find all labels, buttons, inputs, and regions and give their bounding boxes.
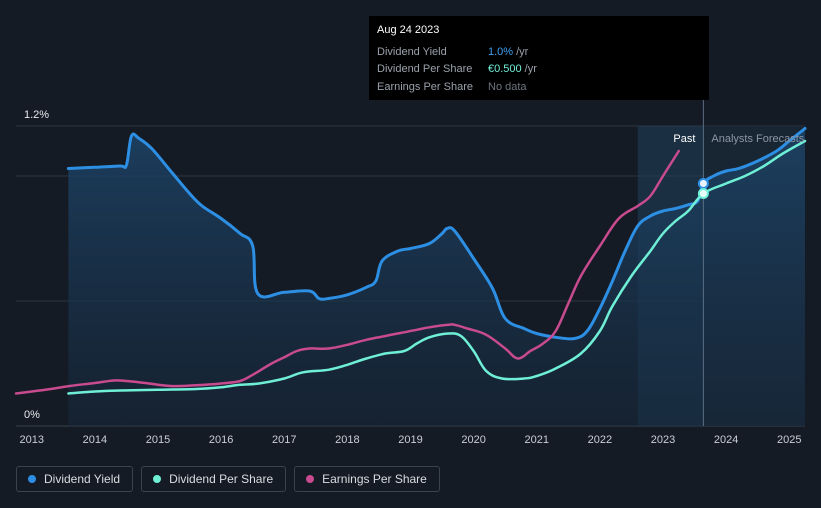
x-tick-label: 2025: [777, 434, 801, 446]
dividend-yield-line[interactable]: [66, 127, 807, 341]
x-tick-label: 2024: [714, 434, 738, 446]
x-tick-label: 2017: [272, 434, 296, 446]
legend-dot-icon: [153, 475, 162, 483]
legend-label: Dividend Per Share: [169, 472, 274, 486]
legend-earnings-per-share[interactable]: Earnings Per Share: [294, 466, 440, 492]
tooltip-label: Dividend Per Share: [377, 63, 473, 76]
x-tick-label: 2019: [398, 434, 422, 446]
dividend-per-share-marker[interactable]: [697, 188, 709, 199]
x-tick-label: 2018: [335, 434, 359, 446]
x-tick-label: 2013: [20, 434, 44, 446]
tooltip-unit: /yr: [524, 63, 537, 76]
tooltip-date: Aug 24 2023: [377, 24, 440, 36]
y-axis-top-label: 1.2%: [24, 109, 49, 121]
dividend-yield-marker[interactable]: [697, 178, 709, 189]
earnings-per-share-line[interactable]: [14, 149, 681, 395]
analysts-forecasts-label: Analysts Forecasts: [711, 133, 804, 145]
past-label: Past: [673, 133, 695, 145]
tooltip-row-dividend-yield: Dividend Yield 1.0% /yr: [377, 43, 701, 61]
x-tick-label: 2016: [209, 434, 233, 446]
tooltip-unit: /yr: [516, 45, 529, 58]
x-tick-label: 2022: [588, 434, 612, 446]
tooltip-row-dividend-per-share: Dividend Per Share €0.500 /yr: [377, 61, 701, 79]
tooltip-label: Earnings Per Share: [377, 80, 473, 93]
legend-dividend-yield[interactable]: Dividend Yield: [16, 466, 134, 492]
tooltip-row-earnings-per-share: Earnings Per Share No data: [377, 78, 701, 96]
legend-label: Earnings Per Share: [322, 472, 427, 486]
dividend-yield-area: [68, 128, 805, 426]
tooltip-label: Dividend Yield: [377, 45, 447, 58]
legend-dot-icon: [28, 475, 36, 483]
y-axis-bottom-label: 0%: [24, 409, 40, 421]
tooltip-value: €0.500: [488, 63, 522, 76]
legend: Dividend Yield Dividend Per Share Earnin…: [16, 466, 448, 492]
legend-label: Dividend Yield: [44, 472, 121, 486]
tooltip-value: 1.0%: [488, 45, 514, 58]
x-tick-label: 2014: [83, 434, 107, 446]
x-tick-label: 2020: [461, 434, 485, 446]
legend-dot-icon: [306, 475, 315, 483]
x-axis-ticks: 2013 2014 2015 2016 2017 2018 2019 2020 2021 2022…: [20, 434, 802, 446]
tooltip: Aug 24 2023 Dividend Yield 1.0% /yr Divi…: [369, 16, 709, 100]
legend-dividend-per-share[interactable]: Dividend Per Share: [141, 466, 287, 492]
x-tick-label: 2021: [524, 434, 548, 446]
x-tick-label: 2015: [146, 434, 170, 446]
x-tick-label: 2023: [651, 434, 675, 446]
dividend-per-share-line[interactable]: [67, 139, 807, 395]
tooltip-value: No data: [488, 80, 527, 93]
